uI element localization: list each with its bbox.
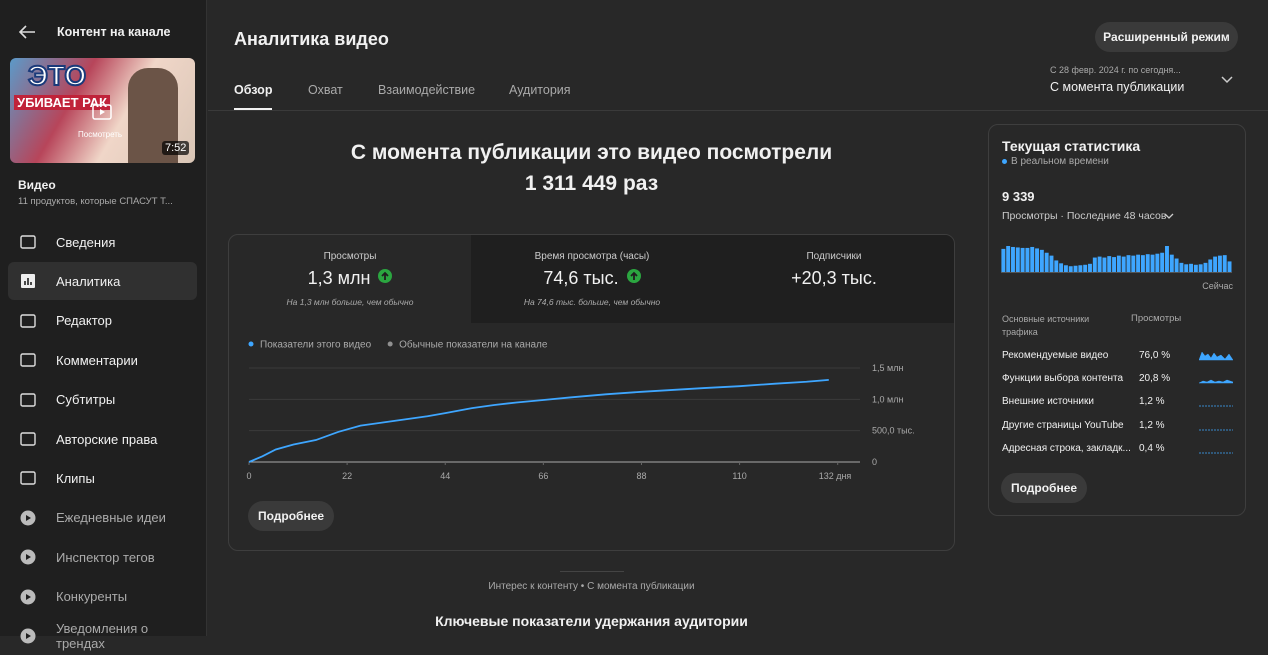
menu-icon bbox=[20, 353, 36, 367]
tab[interactable]: Охват bbox=[308, 83, 343, 97]
source-share: 1,2 % bbox=[1139, 419, 1165, 431]
metric-note: На 1,3 млн больше, чем обычно bbox=[286, 297, 414, 307]
menu-item[interactable]: Сведения bbox=[8, 223, 197, 261]
source-name: Внешние источники bbox=[1002, 396, 1094, 408]
watch-label: Посмотреть bbox=[78, 130, 123, 139]
source-name: Рекомендуемые видео bbox=[1002, 350, 1109, 361]
source-name: Функции выбора контента bbox=[1002, 373, 1124, 385]
menu-icon bbox=[20, 628, 36, 644]
thumbnail[interactable]: ЭТО УБИВАЕТ РАК Посмотреть 7:52 bbox=[10, 58, 195, 163]
sources-header: Основные источники трафика bbox=[1002, 314, 1090, 337]
metric-tab[interactable]: Просмотры 1,3 млн На 1,3 млн больше, чем о… bbox=[229, 235, 471, 323]
thumbnail-text: УБИВАЕТ РАК bbox=[14, 95, 110, 110]
menu-icon bbox=[20, 471, 36, 486]
sidebar: Контент на канале ЭТО УБИВАЕТ РАК Посмот… bbox=[0, 0, 207, 651]
metric-label: Просмотры bbox=[323, 251, 377, 262]
views-header: Просмотры bbox=[1131, 313, 1182, 324]
trend-up-icon bbox=[378, 269, 393, 283]
realtime-panel: Текущая статистика В реальном времени 9 … bbox=[988, 124, 1246, 516]
source-sparkline bbox=[1199, 419, 1233, 431]
tab[interactable]: Взаимодействие bbox=[378, 83, 476, 97]
source-name: Другие страницы YouTube bbox=[1002, 419, 1124, 431]
date-hint[interactable]: С 28 февр. 2024 г. по сегодня... bbox=[1050, 65, 1181, 75]
metric-label: Время просмотра (часы) bbox=[534, 251, 650, 262]
source-share: 76,0 % bbox=[1139, 350, 1171, 361]
dropdown-arrow[interactable] bbox=[1164, 213, 1174, 220]
duration: 7:52 bbox=[162, 141, 190, 155]
menu-icon bbox=[20, 549, 36, 565]
metric-note: На 74,6 тыс. больше, чем обычно bbox=[523, 297, 661, 307]
menu-item[interactable]: Ежедневные идеи bbox=[8, 499, 197, 537]
realtime-description[interactable]: Просмотры · Последние 48 часов bbox=[1002, 210, 1167, 222]
footer-heading: Ключевые показатели удержания аудитории bbox=[435, 613, 748, 629]
source-sparkline bbox=[1198, 372, 1234, 384]
menu-icon bbox=[20, 392, 36, 407]
advanced-button[interactable]: Расширенный режим bbox=[1095, 22, 1238, 52]
tabs-divider bbox=[208, 110, 1268, 111]
dropdown-arrow[interactable] bbox=[1221, 76, 1233, 84]
menu-item[interactable]: Уведомления о трендах bbox=[8, 617, 197, 655]
metric-value: +20,3 тыс. bbox=[791, 268, 877, 288]
divider bbox=[560, 571, 624, 572]
more-button[interactable]: Подробнее bbox=[1001, 473, 1087, 503]
menu-icon bbox=[20, 589, 36, 605]
source-sparkline bbox=[1198, 349, 1234, 361]
source-sparkline bbox=[1199, 442, 1233, 454]
source-share: 0,4 % bbox=[1139, 442, 1165, 454]
menu-item[interactable]: Аналитика bbox=[8, 262, 197, 301]
page-title: Аналитика видео bbox=[234, 29, 389, 49]
tab-indicator bbox=[234, 108, 272, 111]
menu-item[interactable]: Редактор bbox=[8, 302, 197, 340]
menu-item[interactable]: Субтитры bbox=[8, 381, 197, 419]
footer-subtitle: Интерес к контенту • С момента публикаци… bbox=[488, 581, 695, 592]
metric-value: 1,3 млн bbox=[229, 268, 471, 289]
menu-item[interactable]: Авторские права bbox=[8, 420, 197, 458]
source-share: 1,2 % bbox=[1139, 396, 1165, 408]
realtime-title: Текущая статистика bbox=[1002, 138, 1141, 154]
thumbnail-text: ЭТО bbox=[27, 59, 87, 92]
summary-line: С момента публикации это видео посмотрел… bbox=[350, 141, 833, 164]
source-sparkline bbox=[1199, 395, 1233, 407]
menu-icon bbox=[20, 510, 36, 526]
menu-icon bbox=[20, 314, 36, 328]
menu-icon bbox=[20, 235, 36, 249]
date-value[interactable]: С момента публикации bbox=[1050, 80, 1185, 94]
menu-item[interactable]: Инспектор тегов bbox=[8, 538, 197, 576]
live-dot bbox=[1002, 159, 1007, 164]
back-title: Контент на канале bbox=[57, 25, 171, 39]
tab[interactable]: Аудитория bbox=[509, 83, 571, 97]
source-name: Адресная строка, закладк... bbox=[1002, 442, 1131, 454]
video-label: Видео bbox=[18, 178, 56, 192]
chart-card: Просмотры 1,3 млн На 1,3 млн больше, чем о… bbox=[228, 234, 955, 551]
source-share: 20,8 % bbox=[1139, 373, 1171, 385]
menu-icon bbox=[21, 274, 35, 289]
menu-item[interactable]: Клипы bbox=[8, 459, 197, 497]
metric-value: 74,6 тыс. bbox=[471, 268, 713, 289]
metric-label: Подписчики bbox=[806, 251, 862, 262]
menu-item[interactable]: Конкуренты bbox=[8, 578, 197, 616]
now-label: Сейчас bbox=[1202, 281, 1233, 291]
trend-up-icon bbox=[626, 269, 641, 283]
realtime-live: В реальном времени bbox=[1011, 156, 1109, 167]
metric-tab[interactable]: Подписчики +20,3 тыс. bbox=[713, 235, 954, 323]
more-button[interactable]: Подробнее bbox=[248, 501, 334, 531]
summary-total: 1 311 449 раз bbox=[524, 172, 659, 195]
realtime-count: 9 339 bbox=[1002, 189, 1035, 204]
menu-icon bbox=[20, 432, 36, 446]
menu-item[interactable]: Комментарии bbox=[8, 341, 197, 379]
back-arrow[interactable] bbox=[18, 24, 36, 40]
video-title: 11 продуктов, которые СПАСУТ Т... bbox=[18, 196, 173, 207]
tab[interactable]: Обзор bbox=[234, 83, 273, 97]
play-icon bbox=[92, 104, 112, 120]
metric-tab[interactable]: Время просмотра (часы) 74,6 тыс. На 74,6 т… bbox=[471, 235, 713, 323]
